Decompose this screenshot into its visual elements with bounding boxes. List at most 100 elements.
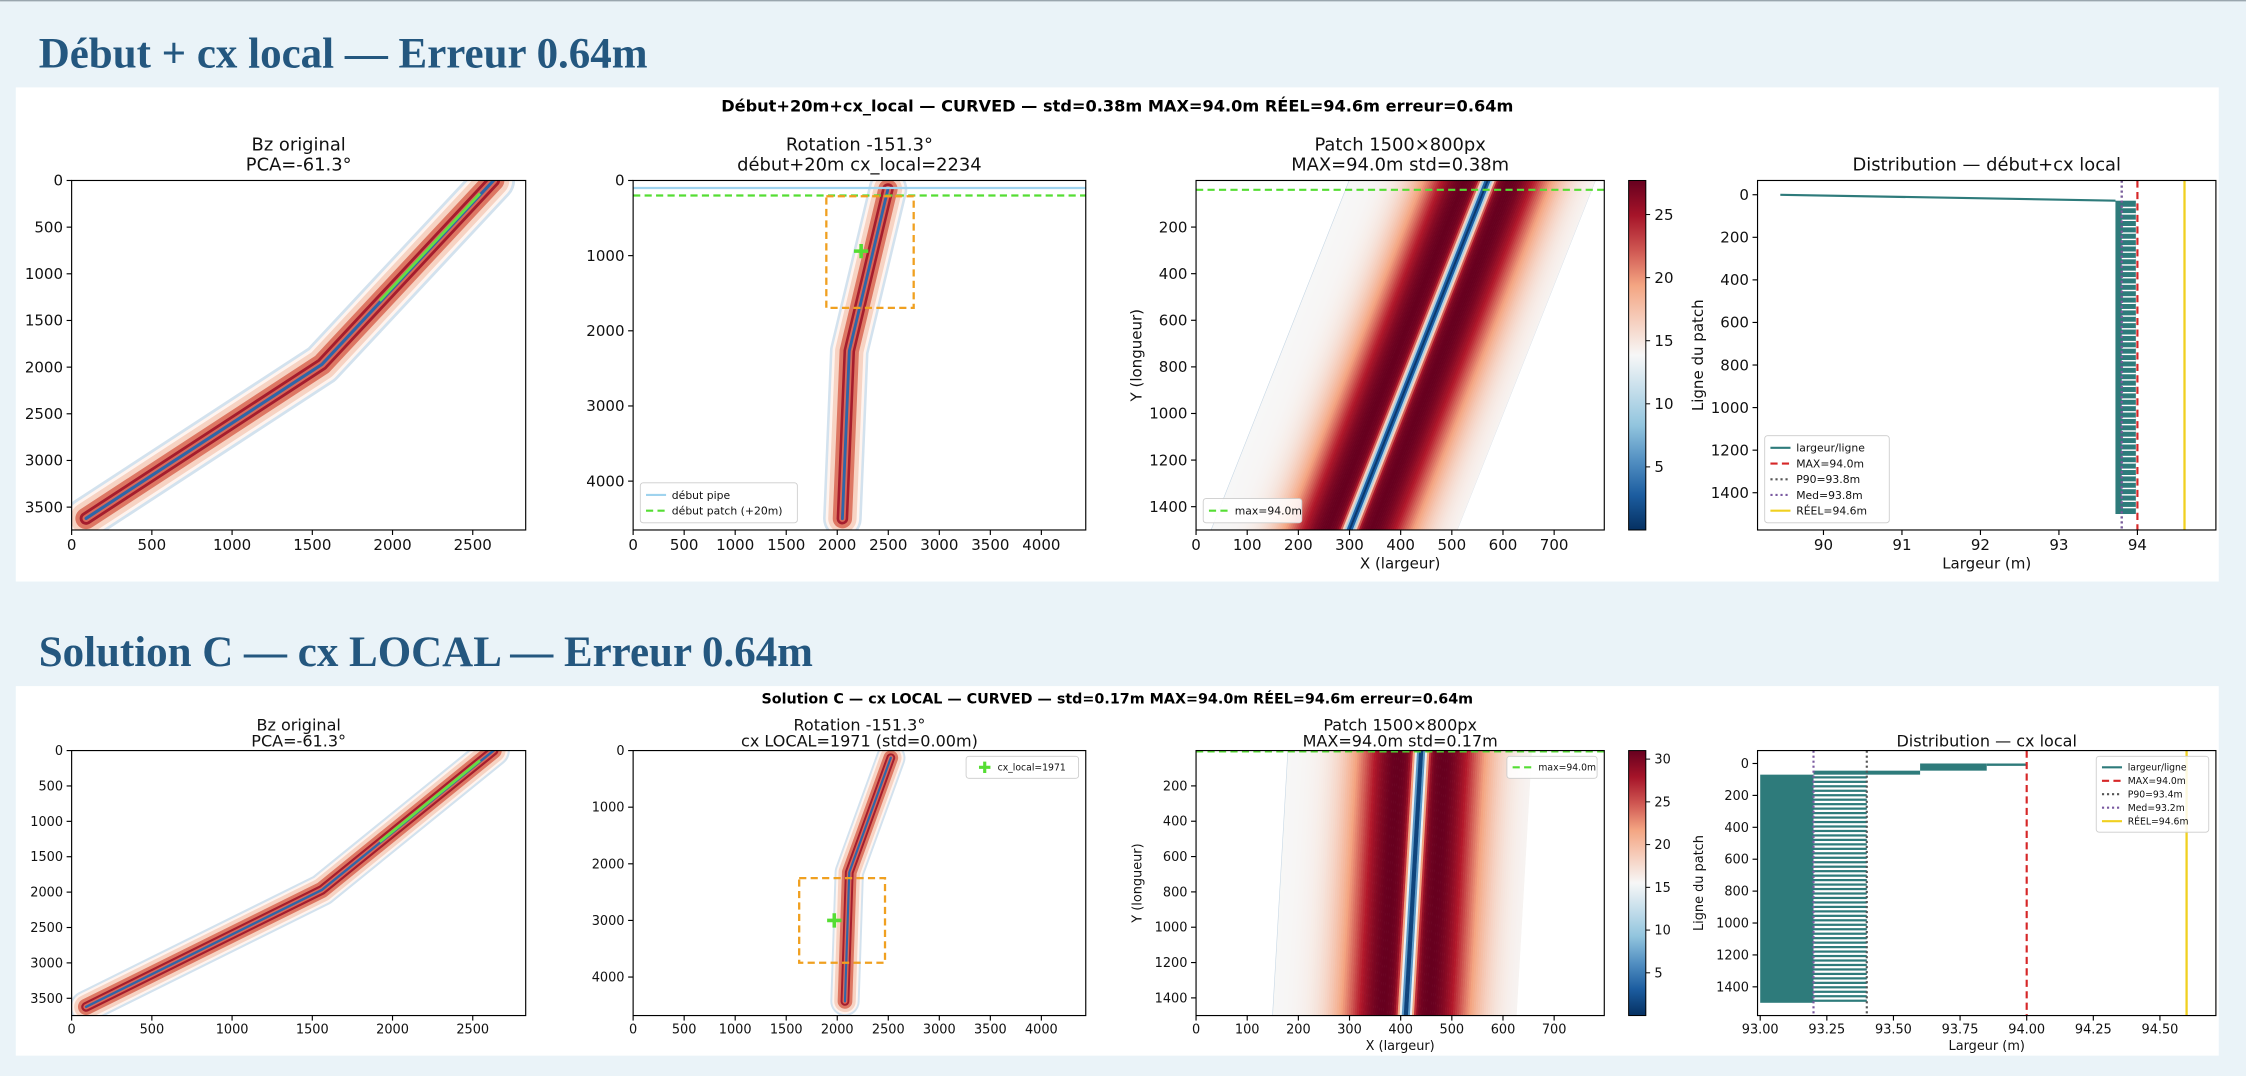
width-stripe — [1813, 861, 1867, 864]
patch-strip — [1274, 180, 1416, 530]
x-tick-label: 2500 — [872, 1022, 905, 1037]
width-stripe — [1813, 892, 1867, 895]
y-tick-label: 1000 — [1155, 921, 1188, 936]
width-stripe — [1813, 883, 1867, 886]
width-block — [2115, 200, 2136, 515]
patch-strip — [1450, 750, 1469, 1016]
legend-box — [639, 482, 798, 524]
width-stripe — [1813, 811, 1867, 815]
patch-strip — [1354, 180, 1496, 530]
colorbar-tick-label: 25 — [1654, 795, 1670, 810]
patch-strip — [1370, 180, 1512, 530]
width-stripe — [1813, 954, 1867, 958]
patch-strip — [1327, 750, 1346, 1016]
patch-strip — [1240, 180, 1381, 530]
patch-strip — [1381, 750, 1399, 1016]
patch-strip — [1442, 750, 1461, 1016]
patch-strip — [1360, 180, 1502, 530]
patch-strip — [1432, 180, 1573, 530]
y-tick-label: 0 — [616, 744, 624, 759]
x-tick-label: 94 — [2128, 536, 2147, 554]
x-tick-label: 1000 — [216, 1022, 249, 1037]
patch-strip — [1416, 750, 1434, 1016]
y-tick-label: 3000 — [30, 956, 63, 971]
patch-strip — [1459, 750, 1477, 1016]
width-stripe — [1813, 807, 1867, 810]
patch-strip — [1313, 180, 1455, 530]
patch-strip — [1254, 180, 1395, 530]
axes-frame — [632, 749, 1087, 1017]
width-stripe — [1813, 972, 1867, 976]
patch-strip — [1397, 750, 1416, 1016]
patch-strip — [1334, 750, 1352, 1016]
width-stripe — [1813, 923, 1867, 926]
patch-strip — [1266, 180, 1408, 530]
patch-strip — [1436, 750, 1455, 1016]
patch-strip — [1393, 750, 1412, 1016]
patch-strip — [1452, 180, 1594, 530]
colorbar-tick-label: 10 — [1654, 924, 1670, 939]
patch-strip — [1319, 180, 1461, 530]
x-tick-label: 200 — [1284, 536, 1313, 554]
y-tick-label: 3000 — [592, 914, 625, 929]
panel-title: PCA=-61.3° — [251, 731, 346, 750]
patch-strip — [1336, 750, 1354, 1016]
section-heading: Début + cx local — Erreur 0.64m — [39, 30, 648, 77]
patch-strip — [1381, 180, 1522, 530]
patch-strip — [1272, 750, 1291, 1016]
width-stripe — [1813, 896, 1867, 900]
width-stripe — [1813, 870, 1867, 873]
patch-strip — [1514, 750, 1532, 1016]
patch-strip — [1311, 750, 1330, 1016]
patch-strip — [1227, 180, 1369, 530]
patch-strip — [1497, 750, 1516, 1016]
y-tick-label: 500 — [34, 218, 63, 236]
patch-strip — [1418, 750, 1436, 1016]
patch-strip — [1493, 750, 1512, 1016]
patch-strip — [1338, 750, 1356, 1016]
patch-strip — [1473, 750, 1491, 1016]
width-stripe — [1813, 887, 1867, 891]
patch-strip — [1313, 750, 1332, 1016]
width-stripe — [1813, 776, 1867, 779]
legend-box — [965, 755, 1080, 779]
plot-content — [1780, 180, 2186, 530]
patch-strip — [1403, 180, 1545, 530]
x-tick-label: 2500 — [454, 536, 492, 554]
patch-strip — [1321, 180, 1463, 530]
patch-strip — [1485, 750, 1504, 1016]
patch-strip — [1221, 180, 1363, 530]
patch-strip — [1282, 750, 1301, 1016]
patch-strip — [1407, 750, 1426, 1016]
patch-strip — [1373, 750, 1391, 1016]
patch-strip — [1426, 750, 1444, 1016]
width-stripe — [1813, 838, 1867, 842]
patch-strip — [1360, 750, 1379, 1016]
width-stripe — [1813, 963, 1867, 967]
patch-strip — [1471, 750, 1489, 1016]
legend-label: max=94.0m — [1538, 763, 1596, 774]
x-tick-label: 0 — [1192, 1022, 1200, 1037]
patch-strip — [1315, 180, 1457, 530]
patch-strip — [1340, 180, 1481, 530]
x-tick-label: 2500 — [869, 536, 907, 554]
patch-strip — [1305, 750, 1324, 1016]
patch-strip — [1366, 180, 1508, 530]
patch-strip — [1405, 750, 1424, 1016]
legend-label: P90=93.8m — [1796, 473, 1860, 486]
patch-strip — [1379, 750, 1397, 1016]
patch-strip — [1391, 180, 1532, 530]
legend-label: largeur/ligne — [1796, 442, 1865, 455]
patch-strip — [1344, 180, 1485, 530]
patch-strip — [1413, 750, 1432, 1016]
legend-box — [1202, 498, 1303, 524]
panel-title: MAX=94.0m std=0.17m — [1303, 731, 1498, 750]
colorbar-tick-label: 15 — [1654, 332, 1673, 350]
x-tick-label: 1500 — [767, 536, 805, 554]
y-axis-label: Ligne du patch — [1689, 299, 1707, 411]
patch-strip — [1434, 180, 1575, 530]
width-stripe — [1813, 834, 1867, 837]
patch-strip — [1289, 180, 1430, 530]
patch-strip — [1432, 750, 1451, 1016]
